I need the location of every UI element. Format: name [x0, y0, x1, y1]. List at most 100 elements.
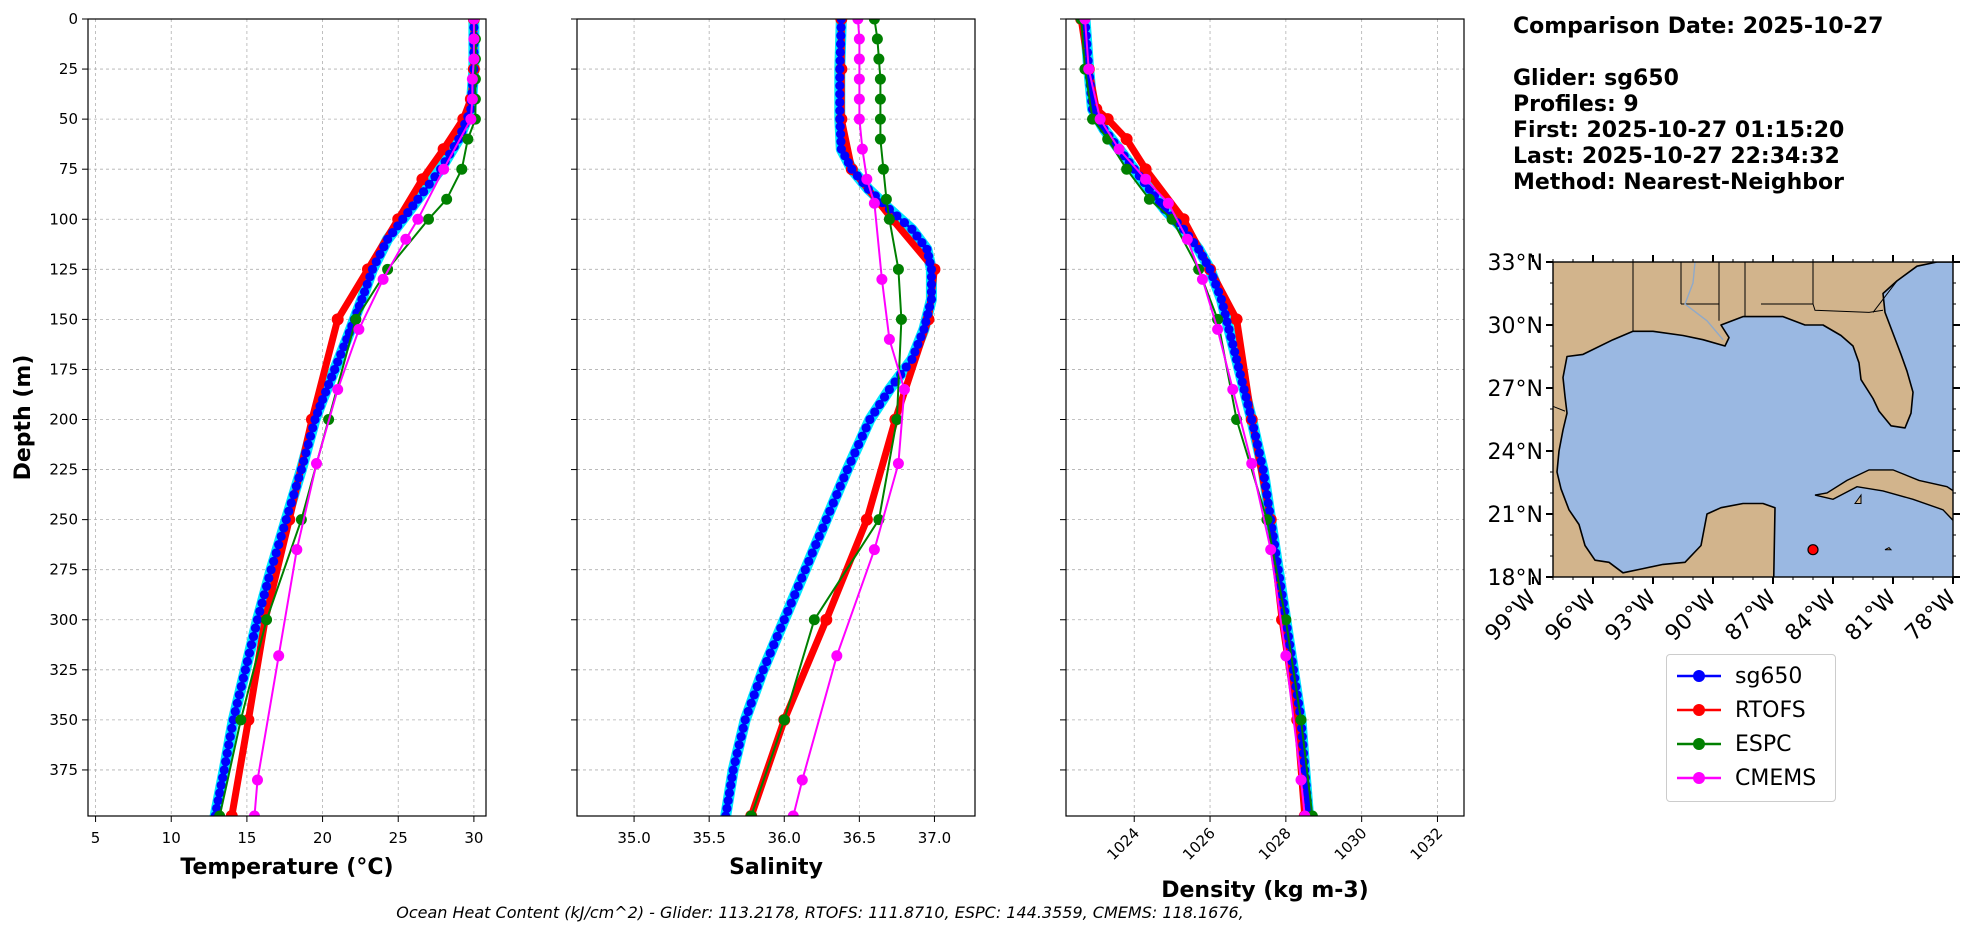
series-point-sg650: [299, 456, 309, 466]
series-point-sg650: [734, 740, 744, 750]
x-tick-label: 5: [91, 829, 101, 847]
series-point-sg650: [1252, 439, 1263, 450]
map-lon-label: 81°W: [1841, 585, 1902, 646]
y-tick-label: 375: [49, 761, 78, 779]
series-point-espc: [441, 193, 453, 205]
series-point-sg650: [732, 748, 742, 758]
series-point-sg650: [1205, 264, 1215, 274]
series-point-sg650: [921, 317, 931, 327]
series-point-sg650: [1222, 317, 1232, 327]
series-point-sg650: [836, 31, 846, 41]
state-border: [1553, 405, 1566, 412]
y-tick-label: 275: [49, 561, 78, 579]
ohc-footer: Ocean Heat Content (kJ/cm^2) - Glider: 1…: [396, 903, 1244, 922]
series-point-sg650: [865, 414, 875, 425]
legend-label-espc: ESPC: [1735, 731, 1792, 757]
series-point-sg650: [776, 623, 786, 633]
state-border: [1872, 280, 1898, 313]
series-point-cmems: [1079, 19, 1091, 25]
series-point-sg650: [301, 448, 311, 458]
series-point-cmems: [251, 774, 263, 786]
series-point-sg650: [854, 439, 864, 450]
series-point-espc: [895, 313, 907, 325]
y-tick-label: 150: [49, 310, 78, 328]
series-point-sg650: [924, 302, 935, 312]
series-point-sg650: [1243, 399, 1253, 410]
legend-label-cmems: CMEMS: [1735, 765, 1817, 791]
series-point-sg650: [213, 796, 223, 806]
profile-panel-3: 1024 1026 1028 1030 1032 Density (kg m-3): [1060, 18, 1465, 903]
legend-item-cmems: CMEMS: [1677, 763, 1816, 793]
series-point-sg650: [310, 414, 320, 425]
series-line-sg650: [1083, 19, 1310, 816]
series-point-cmems: [787, 810, 799, 816]
series-point-sg650: [320, 387, 331, 397]
series-point-cmems: [311, 458, 323, 470]
series-point-sg650: [379, 242, 389, 252]
y-axis-label: Depth (m): [11, 355, 36, 481]
series-point-espc: [778, 714, 790, 726]
series-point-sg650: [835, 64, 845, 74]
series-point-sg650: [752, 681, 762, 692]
series-point-espc: [873, 53, 885, 65]
series-point-cmems: [377, 273, 389, 285]
legend-swatch-sg650: [1677, 670, 1721, 682]
series-point-sg650: [371, 257, 381, 267]
series-point-sg650: [1259, 473, 1269, 483]
x-tick-label: 1030: [1331, 824, 1371, 864]
x-tick-label: 30: [464, 829, 483, 847]
series-point-espc: [1087, 113, 1099, 125]
series-point-sg650: [324, 379, 334, 390]
series-point-sg650: [769, 640, 779, 650]
series-point-espc: [1295, 714, 1307, 726]
series-point-sg650: [1201, 258, 1211, 268]
series-point-sg650: [912, 231, 922, 241]
series-point-sg650: [913, 339, 923, 350]
series-point-sg650: [1264, 506, 1275, 516]
series-point-sg650: [365, 272, 375, 282]
series-point-espc: [214, 810, 226, 816]
first-time: First: 2025-10-27 01:15:20: [1513, 118, 1845, 143]
map-lat-label: 24°N: [1488, 440, 1543, 465]
series-point-sg650: [294, 473, 304, 483]
series-point-sg650: [1218, 302, 1228, 312]
series-point-cmems: [1083, 63, 1095, 75]
series-point-sg650: [232, 698, 242, 708]
series-point-cmems: [1162, 197, 1174, 209]
series-point-cmems: [1212, 323, 1224, 335]
profile-count: Profiles: 9: [1513, 92, 1639, 117]
y-tick-label: 25: [59, 60, 78, 78]
series-line-sg650-halo: [1079, 19, 1315, 816]
series-point-sg650: [783, 606, 793, 617]
y-tick-label: 175: [49, 360, 78, 378]
series-point-sg650: [835, 39, 846, 49]
series-point-sg650: [1235, 369, 1245, 380]
series-point-sg650: [755, 673, 765, 683]
series-point-sg650: [1231, 354, 1242, 365]
series-point-sg650: [238, 673, 248, 683]
series-point-sg650: [884, 384, 894, 395]
series-point-cmems: [853, 73, 865, 85]
series-point-espc: [462, 133, 474, 145]
map-lon-label: 87°W: [1721, 585, 1782, 646]
series-point-cmems: [853, 93, 865, 105]
series-point-sg650: [926, 287, 937, 297]
series-point-sg650: [835, 56, 845, 66]
series-point-sg650: [870, 407, 880, 417]
series-point-sg650: [271, 548, 281, 558]
series-point-sg650: [835, 114, 845, 124]
series-point-espc: [235, 714, 247, 726]
series-point-sg650: [1226, 332, 1236, 342]
y-tick-label: 100: [49, 210, 78, 228]
legend: sg650 RTOFS ESPC CMEMS: [1666, 654, 1836, 802]
series-point-sg650: [836, 137, 846, 147]
series-point-sg650: [726, 780, 736, 790]
series-point-espc: [1280, 614, 1292, 626]
series-point-sg650: [264, 573, 274, 583]
series-point-cmems: [892, 458, 904, 470]
series-point-sg650: [291, 481, 301, 491]
series-point-sg650: [216, 780, 226, 790]
series-point-espc: [350, 313, 362, 325]
series-point-sg650: [1216, 294, 1227, 304]
series-point-sg650: [215, 788, 225, 798]
